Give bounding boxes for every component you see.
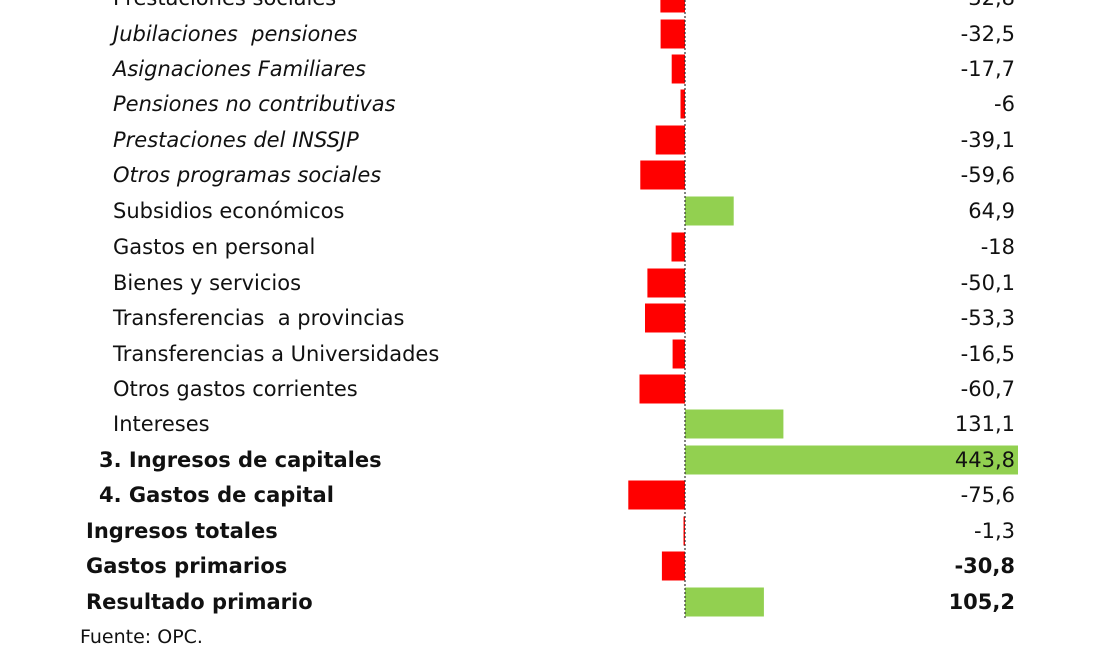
category-label: 4. Gastos de capital <box>99 483 334 507</box>
category-label: Prestaciones del INSSJP <box>113 128 359 152</box>
data-label: -6 <box>994 92 1015 116</box>
bar <box>640 160 685 190</box>
bar <box>639 374 685 404</box>
bar <box>645 303 685 333</box>
bar <box>655 125 685 155</box>
category-label: Resultado primario <box>86 590 313 614</box>
category-label: Otros gastos corrientes <box>113 377 358 401</box>
bar <box>685 409 784 439</box>
data-label: -50,1 <box>961 271 1015 295</box>
bar <box>680 89 685 119</box>
bar <box>628 480 685 510</box>
data-label: -16,5 <box>961 342 1015 366</box>
bar <box>685 587 764 617</box>
data-label: -1,3 <box>974 519 1015 543</box>
category-label: Bienes y servicios <box>113 271 301 295</box>
data-label: -59,6 <box>961 163 1015 187</box>
data-label: -32,8 <box>961 0 1015 10</box>
category-label: 3. Ingresos de capitales <box>99 448 382 472</box>
data-label: -18 <box>981 235 1015 259</box>
bar <box>660 0 685 13</box>
category-label: Otros programas sociales <box>113 163 381 187</box>
data-label: 105,2 <box>949 590 1015 614</box>
category-label: Prestaciones sociales <box>113 0 336 10</box>
bars-group <box>628 0 1018 617</box>
bar <box>671 54 685 84</box>
data-label: 131,1 <box>955 412 1015 436</box>
data-label: -75,6 <box>961 483 1015 507</box>
bar <box>660 19 685 49</box>
bar <box>647 268 685 298</box>
source-note: Fuente: OPC. <box>80 626 203 648</box>
data-label: -39,1 <box>961 128 1015 152</box>
bar <box>671 232 685 262</box>
data-label: -53,3 <box>961 306 1015 330</box>
category-labels-group: Prestaciones sociales Jubilaciones pensio… <box>86 0 439 614</box>
category-label: Jubilaciones pensiones <box>109 22 358 46</box>
category-label: Transferencias a Universidades <box>112 342 439 366</box>
bar <box>672 339 685 369</box>
category-label: Transferencias a provincias <box>112 306 404 330</box>
category-label: Ingresos totales <box>86 519 278 543</box>
bar <box>685 196 734 226</box>
value-labels-group: -32,8 -32,5 -17,7 -6 -39,1 -59,6 64,9 -18 -50,1 -… <box>949 0 1015 614</box>
category-label: Pensiones no contributivas <box>113 92 396 116</box>
category-label: Intereses <box>113 412 210 436</box>
bar-chart: Prestaciones sociales Jubilaciones pensio… <box>86 0 1018 619</box>
bar <box>683 516 685 546</box>
bar <box>661 551 685 581</box>
data-label: 443,8 <box>955 448 1015 472</box>
bar <box>685 445 1018 475</box>
category-label: Gastos en personal <box>113 235 315 259</box>
data-label: -17,7 <box>961 57 1015 81</box>
category-label: Asignaciones Familiares <box>111 57 366 81</box>
category-label: Subsidios económicos <box>113 199 344 223</box>
data-label: -30,8 <box>954 554 1015 578</box>
data-label: 64,9 <box>968 199 1015 223</box>
data-label: -32,5 <box>961 22 1015 46</box>
category-label: Gastos primarios <box>86 554 287 578</box>
data-label: -60,7 <box>961 377 1015 401</box>
